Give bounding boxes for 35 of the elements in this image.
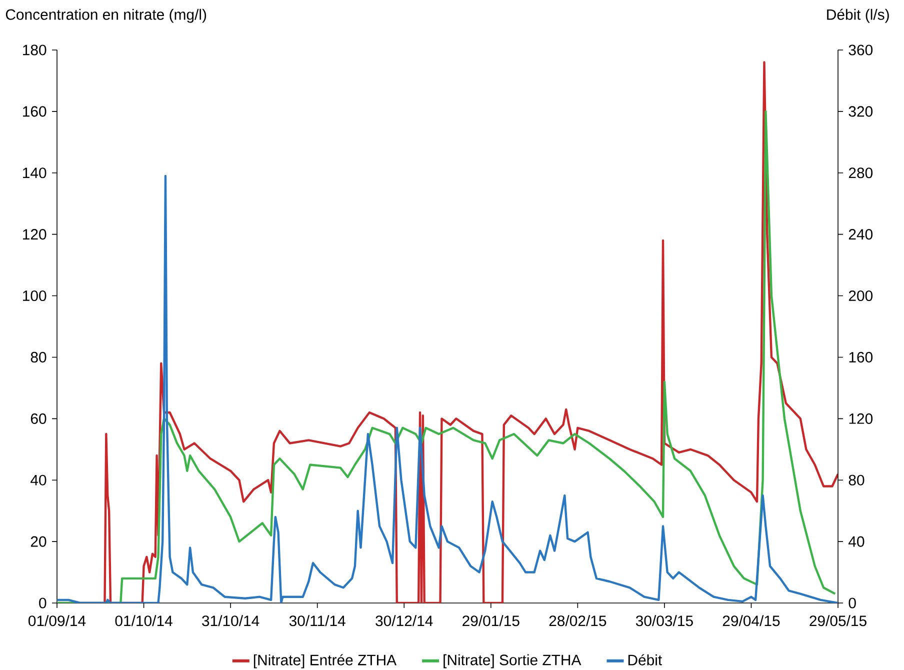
y2-tick-label: 40 (848, 536, 864, 547)
y2-tick-label: 200 (848, 290, 873, 302)
y2-tick-label: 360 (848, 44, 873, 56)
y-tick-label: 180 (23, 44, 46, 56)
x-tick-label: 30/03/15 (636, 615, 693, 626)
x-tick-label: 30/11/14 (289, 615, 346, 626)
y-tick-label: 160 (23, 106, 46, 117)
x-tick-label: 29/04/15 (722, 615, 780, 626)
y-tick-label: 0 (39, 598, 46, 608)
y2-tick-label: 80 (848, 474, 864, 486)
y-tick-label: 100 (23, 290, 46, 302)
y-axis-title: Concentration en nitrate (mg/l) (6, 8, 206, 23)
legend-label: [Nitrate] Sortie ZTHA (444, 654, 582, 668)
x-tick-label: 28/02/15 (549, 615, 606, 626)
y-tick-label: 80 (30, 352, 46, 363)
y-tick-label: 20 (30, 536, 46, 547)
y2-tick-label: 280 (848, 168, 873, 178)
y-tick-label: 120 (23, 229, 46, 240)
x-tick-label: 31/10/14 (202, 615, 260, 626)
y2-tick-label: 240 (848, 229, 873, 240)
x-tick-label: 01/10/14 (115, 615, 172, 626)
x-tick-label: 29/05/15 (810, 615, 866, 626)
legend-label: Débit (628, 654, 662, 666)
y-tick-label: 140 (23, 168, 46, 178)
y-tick-label: 60 (30, 413, 46, 424)
y2-tick-label: 120 (849, 413, 873, 424)
y2-tick-label: 320 (848, 106, 873, 117)
legend-label: [Nitrate] Entrée ZTHA (254, 654, 397, 668)
y2-axis-title: Débit (l/s) (827, 8, 889, 23)
y2-tick-label: 0 (848, 598, 856, 608)
x-tick-label: 30/12/14 (376, 615, 433, 626)
x-tick-label: 01/09/14 (28, 615, 86, 626)
y2-tick-label: 160 (849, 352, 873, 363)
x-tick-label: 29/01/15 (462, 615, 520, 626)
y-tick-label: 40 (30, 474, 46, 486)
